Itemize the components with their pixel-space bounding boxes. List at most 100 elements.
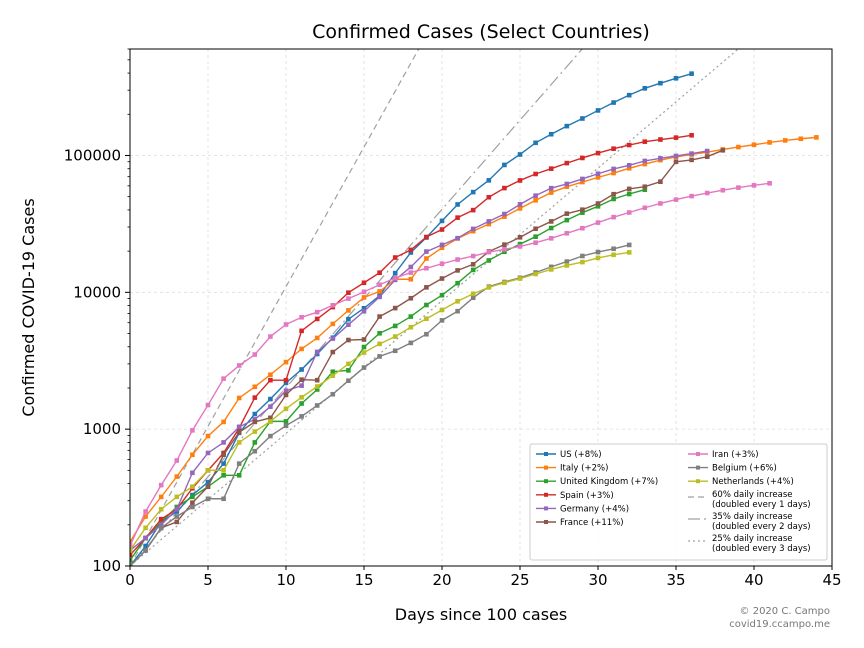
data-point — [130, 543, 133, 549]
data-point — [548, 190, 554, 195]
data-point — [377, 341, 382, 347]
series-line-7 — [130, 182, 770, 547]
data-point — [205, 479, 211, 485]
x-tick-label: 40 — [744, 571, 763, 589]
data-point — [346, 316, 351, 322]
data-point — [158, 506, 164, 512]
data-point — [455, 298, 460, 304]
data-point — [299, 401, 304, 406]
data-point — [517, 152, 523, 157]
data-point — [580, 116, 585, 121]
data-point — [533, 198, 538, 203]
legend-label: Netherlands (+4%) — [712, 477, 794, 487]
data-point — [470, 267, 476, 273]
data-point — [626, 210, 632, 215]
data-point — [595, 249, 601, 255]
series-line-5 — [130, 150, 708, 551]
data-point — [517, 202, 523, 207]
data-point — [377, 330, 382, 336]
data-point — [611, 100, 616, 105]
data-point — [377, 314, 382, 319]
data-point — [377, 289, 382, 294]
data-point — [268, 377, 273, 383]
data-point — [377, 282, 382, 288]
data-point — [236, 424, 242, 430]
legend-label: Spain (+3%) — [560, 491, 614, 501]
data-point — [221, 468, 226, 473]
data-point — [502, 214, 507, 219]
data-point — [424, 316, 429, 322]
data-point — [283, 419, 289, 424]
legend-label: 60% daily increase — [712, 490, 792, 500]
data-point — [517, 241, 523, 247]
data-point — [580, 225, 585, 231]
data-point — [580, 179, 585, 185]
data-point — [314, 387, 320, 392]
legend-marker — [544, 492, 548, 497]
data-point — [252, 395, 258, 400]
data-point — [361, 308, 367, 314]
data-point — [330, 349, 336, 355]
data-point — [439, 318, 445, 323]
x-tick-label: 0 — [125, 571, 135, 589]
data-point — [642, 187, 648, 193]
data-point — [392, 270, 398, 276]
data-point — [252, 419, 258, 425]
data-point — [502, 242, 507, 247]
data-point — [283, 423, 289, 428]
x-tick-label: 35 — [666, 571, 685, 589]
data-point — [595, 201, 601, 206]
data-point — [174, 506, 180, 512]
data-point — [361, 280, 367, 286]
x-tick-label: 20 — [432, 571, 451, 589]
data-point — [377, 270, 382, 276]
data-point — [314, 403, 320, 408]
data-point — [704, 190, 710, 196]
data-point — [564, 181, 570, 187]
data-point — [595, 204, 601, 209]
legend-marker — [696, 452, 700, 456]
data-point — [299, 383, 304, 388]
data-point — [158, 494, 164, 500]
data-point — [392, 275, 398, 281]
data-point — [486, 258, 492, 263]
data-point — [720, 187, 726, 193]
data-point — [673, 159, 679, 165]
data-point — [299, 377, 304, 382]
data-point — [689, 151, 694, 156]
data-point — [502, 162, 507, 168]
data-point — [130, 558, 133, 563]
data-point — [283, 380, 289, 386]
data-point — [252, 429, 258, 434]
data-point — [564, 184, 570, 189]
data-point — [720, 148, 726, 153]
data-point — [548, 185, 554, 191]
data-point — [190, 504, 195, 510]
data-point — [158, 522, 164, 528]
data-point — [782, 138, 788, 143]
data-point — [626, 166, 632, 171]
data-point — [704, 154, 710, 159]
data-point — [689, 132, 694, 138]
data-point — [236, 363, 242, 368]
data-point — [252, 417, 258, 422]
data-point — [143, 543, 148, 549]
data-point — [314, 335, 320, 341]
data-point — [424, 249, 429, 254]
data-point — [548, 166, 554, 171]
data-point — [642, 86, 648, 91]
data-point — [158, 516, 164, 522]
data-point — [424, 265, 429, 271]
data-point — [143, 509, 148, 514]
data-point — [252, 352, 258, 357]
data-point — [392, 255, 398, 260]
data-point — [658, 201, 663, 206]
data-point — [439, 307, 445, 313]
data-point — [190, 470, 195, 476]
data-point — [611, 246, 616, 252]
legend-label: (doubled every 3 days) — [712, 544, 811, 554]
data-point — [205, 468, 211, 473]
data-point — [424, 331, 429, 337]
credit-url: covid19.ccampo.me — [729, 619, 830, 630]
data-point — [439, 227, 445, 232]
